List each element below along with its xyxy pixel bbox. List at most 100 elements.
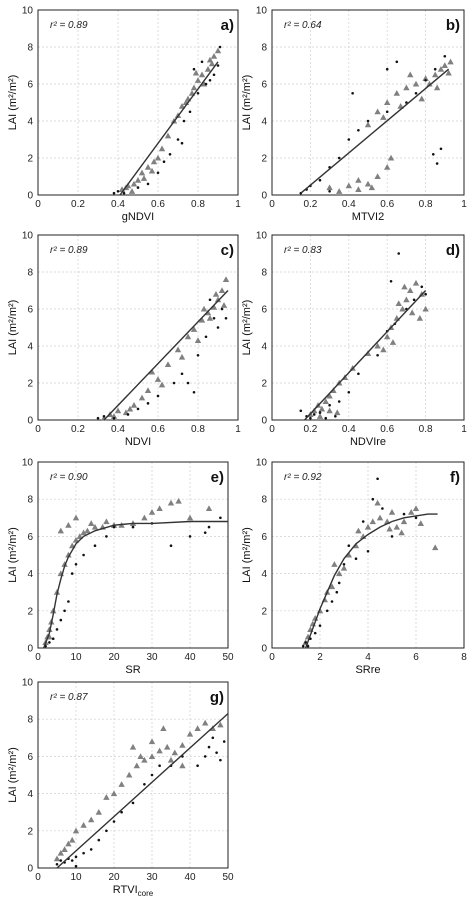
triangle-point — [198, 71, 206, 78]
y-tick-label: 4 — [27, 342, 33, 353]
triangle-point — [336, 570, 343, 577]
dot-point — [192, 67, 196, 71]
dot-point — [169, 544, 173, 547]
y-tick-label: 6 — [261, 305, 267, 316]
dot-point — [443, 54, 447, 58]
x-tick-label: 0.6 — [380, 199, 394, 210]
triangle-point — [194, 337, 202, 344]
triangle-point — [57, 527, 64, 534]
dot-point — [120, 810, 123, 814]
dot-point — [196, 91, 200, 95]
triangle-point — [137, 753, 144, 759]
dot-point — [204, 82, 208, 86]
triangle-point — [445, 69, 452, 76]
x-tick-label: 0 — [269, 652, 275, 663]
x-tick-label: 40 — [184, 872, 196, 883]
y-tick-label: 0 — [27, 644, 33, 655]
plot-frame — [37, 234, 239, 421]
triangle-point — [156, 747, 163, 754]
triangle-point — [133, 762, 140, 769]
triangle-point — [408, 309, 416, 316]
dot-point — [215, 751, 218, 754]
triangle-point — [395, 300, 402, 307]
dot-point — [82, 851, 85, 855]
plot-area — [38, 235, 238, 420]
x-tick-label: 0.2 — [71, 424, 85, 435]
dot-point — [402, 512, 406, 516]
dot-point — [433, 67, 437, 71]
triangle-point — [150, 158, 158, 165]
triangle-point — [206, 56, 214, 63]
triangle-point — [217, 721, 224, 728]
dot-point — [212, 316, 216, 320]
triangle-point — [72, 514, 80, 521]
triangle-point — [103, 794, 110, 800]
dot-point — [337, 581, 341, 585]
dot-point — [371, 497, 375, 501]
plot-area — [38, 462, 228, 648]
y-tick-label: 2 — [27, 606, 33, 617]
triangle-point — [61, 561, 68, 567]
dot-point — [162, 160, 166, 163]
y-tick-label: 2 — [261, 379, 267, 390]
y-tick-label: 0 — [261, 191, 267, 202]
y-tick-label: 6 — [261, 532, 267, 543]
x-axis-label: gNDVI — [122, 211, 154, 223]
chart-panel: 0 10 20 30 40 50 0 2 4 6 8 10 r² = 0.90 e) SR LAI (m²/m… — [7, 458, 234, 677]
triangle-point — [206, 315, 214, 321]
chart-panel: 0 2 4 6 8 0 2 4 6 8 10 r² = 0.92 f) SRre LAI (m²/m²) — [241, 458, 467, 677]
triangle-point — [148, 368, 156, 375]
dot-point — [412, 298, 416, 302]
triangle-point — [326, 392, 333, 399]
dot-point — [196, 764, 199, 767]
triangle-point — [103, 518, 110, 525]
triangle-point — [130, 402, 138, 408]
triangle-point — [401, 283, 408, 290]
plot-frame — [271, 9, 465, 196]
chart-panel: 0 10 20 30 40 50 0 2 4 6 8 10 r² = 0.87 g) RTVIcore LAI… — [7, 678, 234, 899]
dot-point — [70, 859, 74, 862]
triangle-point — [400, 518, 408, 525]
x-tick-label: 0.8 — [419, 199, 433, 210]
r2-annotation: r² = 0.87 — [50, 692, 88, 703]
fit-line — [43, 520, 228, 649]
dot-point — [126, 413, 130, 416]
triangle-point — [148, 167, 156, 174]
triangle-point — [412, 279, 420, 286]
dot-point — [385, 67, 389, 71]
triangle-point — [376, 514, 384, 521]
dot-point — [357, 128, 360, 132]
y-axis-label: LAI (m²/m²) — [7, 527, 19, 583]
triangle-point — [91, 523, 99, 530]
triangle-point — [355, 527, 362, 534]
y-tick-label: 10 — [22, 231, 34, 242]
triangle-point — [220, 302, 228, 308]
dot-point — [105, 829, 108, 833]
triangle-point — [202, 719, 209, 726]
y-tick-label: 6 — [27, 305, 33, 316]
y-tick-label: 10 — [22, 458, 34, 469]
triangle-point — [129, 743, 137, 750]
plot-area — [272, 10, 464, 195]
dot-point — [96, 416, 100, 420]
x-tick-label: 0.2 — [71, 199, 85, 210]
triangle-point — [374, 499, 381, 506]
x-tick-label: 4 — [365, 652, 371, 663]
dot-point — [335, 590, 339, 594]
x-axis-label: NDVIre — [350, 436, 386, 448]
plot-area — [38, 10, 238, 195]
triangle-point — [167, 499, 175, 506]
dot-point — [158, 764, 161, 767]
triangle-point — [80, 822, 87, 828]
x-tick-label: 30 — [146, 652, 158, 663]
x-tick-label: 0.2 — [303, 199, 317, 210]
triangle-point — [384, 99, 391, 106]
dot-point — [439, 147, 443, 151]
triangle-point — [407, 287, 414, 294]
dot-point — [318, 411, 322, 414]
dot-point — [176, 138, 180, 141]
plot-frame — [271, 461, 465, 649]
dot-point — [146, 402, 150, 405]
